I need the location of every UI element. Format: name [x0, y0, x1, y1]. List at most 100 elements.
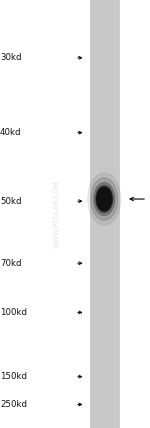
Bar [90, 196, 120, 199]
Bar [92, 0, 93, 428]
Bar [90, 259, 120, 261]
Bar [90, 27, 120, 30]
Bar [118, 0, 119, 428]
Bar [90, 410, 120, 413]
Bar [90, 263, 120, 265]
Bar [90, 398, 120, 400]
Bar [90, 96, 120, 98]
Bar [90, 62, 120, 64]
Bar [90, 8, 120, 11]
Bar [90, 400, 120, 402]
Bar [105, 0, 106, 428]
Bar [90, 387, 120, 389]
Bar [90, 376, 120, 379]
Bar [90, 184, 120, 186]
Bar [90, 166, 120, 169]
Bar [90, 137, 120, 139]
Bar [90, 286, 120, 289]
Bar [90, 288, 120, 291]
Bar [90, 314, 120, 317]
Bar [111, 0, 112, 428]
Bar [90, 273, 120, 276]
Bar [90, 370, 120, 372]
Bar [90, 282, 120, 285]
Bar [90, 327, 120, 330]
Bar [90, 154, 120, 156]
Bar [90, 57, 120, 60]
Bar [90, 357, 120, 360]
Bar [115, 0, 116, 428]
Bar [90, 413, 120, 415]
Bar [90, 361, 120, 364]
Bar [90, 119, 120, 122]
Bar [90, 156, 120, 158]
Bar [90, 115, 120, 118]
Bar [90, 318, 120, 321]
Bar [90, 331, 120, 334]
Bar [90, 186, 120, 188]
Bar [90, 207, 120, 210]
Bar [90, 51, 120, 54]
Bar [90, 391, 120, 394]
Bar [90, 15, 120, 17]
Bar [90, 233, 120, 235]
Bar [90, 244, 120, 246]
Bar [90, 250, 120, 253]
Bar [90, 45, 120, 47]
Bar [110, 0, 111, 428]
Bar [90, 226, 120, 229]
Bar [90, 25, 120, 28]
Bar [90, 17, 120, 19]
Bar [99, 0, 100, 428]
Bar [90, 220, 120, 223]
Bar [92, 0, 93, 428]
Bar [90, 4, 120, 6]
Bar [90, 336, 120, 338]
Bar [90, 152, 120, 154]
Bar [90, 92, 120, 94]
Bar [117, 0, 118, 428]
Bar [119, 0, 120, 428]
Bar [90, 306, 120, 308]
Bar [90, 21, 120, 24]
Bar [90, 310, 120, 312]
Bar [90, 235, 120, 238]
Bar [90, 323, 120, 325]
Bar [90, 64, 120, 66]
Bar [90, 38, 120, 41]
Bar [90, 256, 120, 259]
Ellipse shape [97, 187, 112, 211]
Bar [102, 0, 103, 428]
Bar [90, 389, 120, 392]
Bar [90, 98, 120, 101]
Text: 30kd: 30kd [0, 53, 21, 62]
Bar [90, 366, 120, 368]
Bar [90, 231, 120, 233]
Bar [90, 404, 120, 407]
Bar [96, 0, 97, 428]
Bar [90, 158, 120, 160]
Bar [93, 0, 94, 428]
Bar [90, 164, 120, 167]
Bar [90, 284, 120, 287]
Bar [90, 325, 120, 327]
Bar [98, 0, 99, 428]
Bar [90, 406, 120, 409]
Text: 70kd: 70kd [0, 259, 21, 268]
Bar [90, 132, 120, 135]
Bar [90, 199, 120, 201]
Bar [113, 0, 114, 428]
Bar [90, 42, 120, 45]
Bar [116, 0, 117, 428]
Bar [90, 218, 120, 220]
Bar [90, 126, 120, 128]
Bar [90, 175, 120, 178]
Bar [90, 30, 120, 32]
Bar [90, 267, 120, 270]
Bar [90, 190, 120, 193]
Bar [90, 79, 120, 81]
Bar [90, 141, 120, 143]
Bar [101, 0, 102, 428]
Bar [90, 269, 120, 272]
Bar [90, 49, 120, 51]
